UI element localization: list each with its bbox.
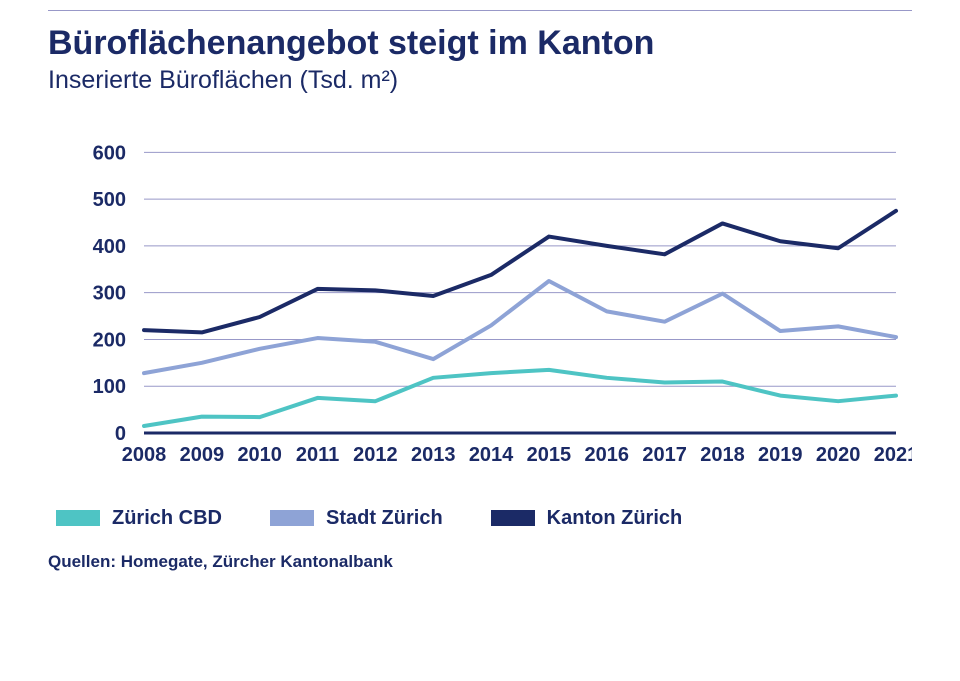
legend-item: Kanton Zürich [491, 507, 683, 530]
x-tick-label: 2021 [874, 444, 912, 466]
y-tick-label: 600 [93, 142, 126, 164]
x-tick-label: 2015 [527, 444, 572, 466]
legend-label: Stadt Zürich [326, 507, 443, 530]
chart-subtitle: Inserierte Büroflächen (Tsd. m²) [48, 64, 912, 97]
legend-swatch [56, 510, 100, 526]
x-tick-label: 2014 [469, 444, 514, 466]
chart-title: Büroflächenangebot steigt im Kanton [48, 25, 912, 62]
chart-page: Büroflächenangebot steigt im Kanton Inse… [0, 0, 960, 681]
y-tick-label: 100 [93, 376, 126, 398]
legend-item: Zürich CBD [56, 507, 222, 530]
x-tick-label: 2020 [816, 444, 861, 466]
series-line [144, 211, 896, 333]
sources-text: Quellen: Homegate, Zürcher Kantonalbank [48, 552, 912, 572]
x-tick-label: 2016 [585, 444, 630, 466]
legend-swatch [491, 510, 535, 526]
series-line [144, 370, 896, 426]
legend-swatch [270, 510, 314, 526]
x-tick-label: 2010 [237, 444, 282, 466]
x-tick-label: 2017 [642, 444, 687, 466]
x-tick-label: 2011 [296, 444, 339, 466]
x-tick-label: 2009 [180, 444, 225, 466]
y-tick-label: 300 [93, 283, 126, 305]
legend-label: Kanton Zürich [547, 507, 683, 530]
x-tick-label: 2013 [411, 444, 456, 466]
x-tick-label: 2019 [758, 444, 803, 466]
series-line [144, 281, 896, 373]
legend-label: Zürich CBD [112, 507, 222, 530]
line-chart: 0 100 200 300 400 500 600 2008 2009 2010 2011 2012 2… [48, 133, 912, 473]
x-tick-label: 2012 [353, 444, 398, 466]
y-tick-label: 500 [93, 189, 126, 211]
y-tick-label: 0 [115, 423, 126, 445]
top-rule [48, 10, 912, 11]
legend-item: Stadt Zürich [270, 507, 443, 530]
legend: Zürich CBD Stadt Zürich Kanton Zürich [56, 507, 912, 530]
x-tick-label: 2008 [122, 444, 167, 466]
x-tick-label: 2018 [700, 444, 745, 466]
chart-area: 0 100 200 300 400 500 600 2008 2009 2010 2011 2012 2… [48, 133, 912, 473]
y-tick-label: 200 [93, 329, 126, 351]
y-tick-label: 400 [93, 236, 126, 258]
